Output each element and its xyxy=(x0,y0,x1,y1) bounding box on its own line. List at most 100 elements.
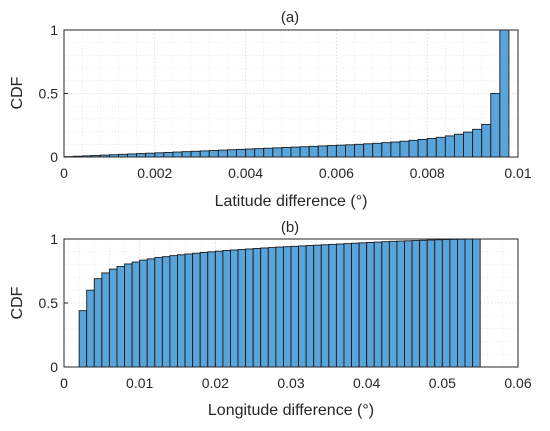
histogram-bar xyxy=(190,150,201,158)
histogram-bar xyxy=(490,93,501,158)
panel-a-bars xyxy=(63,29,510,158)
panel-b-xtick-label: 0.06 xyxy=(504,375,531,391)
histogram-bar xyxy=(199,150,210,158)
histogram-bar xyxy=(245,248,254,368)
histogram-bar xyxy=(145,152,156,158)
histogram-bar xyxy=(326,145,337,158)
histogram-bar xyxy=(230,249,239,368)
panel-a-xtick-label: 0.01 xyxy=(504,165,531,181)
histogram-bar xyxy=(116,266,125,368)
histogram-bar xyxy=(464,238,474,368)
histogram-bar xyxy=(411,240,421,368)
histogram-bar xyxy=(290,245,300,368)
histogram-bar xyxy=(358,242,368,368)
panel-a-ytick-label: 0.5 xyxy=(39,86,59,102)
histogram-bar xyxy=(298,245,307,368)
histogram-bar xyxy=(217,149,228,158)
histogram-bar xyxy=(184,253,194,368)
panel-b-xtick-label: 0.01 xyxy=(126,375,153,391)
histogram-bar xyxy=(305,245,315,368)
histogram-bar xyxy=(363,143,374,158)
panel-a-xtick-label: 0.002 xyxy=(137,165,172,181)
histogram-bar xyxy=(163,151,174,158)
histogram-bar xyxy=(404,240,413,368)
histogram-bar xyxy=(260,247,269,368)
histogram-bar xyxy=(435,136,446,158)
panel-a-title: (a) xyxy=(281,9,299,26)
histogram-bar xyxy=(388,240,398,368)
histogram-bar xyxy=(457,238,466,368)
panel-b-xtick-label: 0.05 xyxy=(429,375,456,391)
histogram-bar xyxy=(354,143,365,158)
histogram-bar xyxy=(272,147,283,158)
histogram-bar xyxy=(263,147,274,158)
histogram-bar xyxy=(154,257,163,368)
histogram-bar xyxy=(345,144,356,158)
panel-a-ytick-label: 1 xyxy=(50,22,58,38)
histogram-bar xyxy=(381,241,390,368)
histogram-bar xyxy=(335,144,346,158)
histogram-bar xyxy=(481,123,492,158)
histogram-bar xyxy=(214,250,224,368)
histogram-bar xyxy=(154,152,165,158)
histogram-bar xyxy=(181,151,192,158)
histogram-bar xyxy=(419,239,428,368)
histogram-bar xyxy=(328,243,337,368)
histogram-bar xyxy=(281,147,292,158)
histogram-bar xyxy=(252,248,262,368)
histogram-bar xyxy=(93,278,103,368)
panel-b: (b) 0 0.01 0.02 0.03 0.04 0.05 0.06 0 0.… xyxy=(9,219,532,419)
panel-b-xtick-label: 0.03 xyxy=(277,375,304,391)
panel-b-ytick-label: 0 xyxy=(50,359,58,375)
histogram-bar xyxy=(441,239,451,368)
panel-a-xtick-label: 0.006 xyxy=(319,165,354,181)
histogram-bar xyxy=(207,251,216,368)
panel-b-xtick-label: 0.04 xyxy=(353,375,380,391)
histogram-bar xyxy=(408,139,419,158)
histogram-bar xyxy=(245,148,256,158)
histogram-bar xyxy=(236,148,247,158)
histogram-bar xyxy=(124,263,133,368)
histogram-bar xyxy=(381,142,392,158)
histogram-bar xyxy=(290,146,301,158)
panel-b-ytick-label: 0.5 xyxy=(39,295,59,311)
histogram-bar xyxy=(320,244,330,368)
histogram-bar xyxy=(453,133,464,158)
histogram-bar xyxy=(299,146,310,158)
histogram-bar xyxy=(343,243,352,368)
panel-a: (a) 0 0.002 0.004 0.006 0.008 0.01 0 0.5… xyxy=(9,9,532,210)
histogram-bar xyxy=(237,249,247,368)
histogram-bar xyxy=(254,148,265,158)
histogram-bar xyxy=(463,131,474,158)
histogram-bar xyxy=(199,251,209,368)
histogram-bar xyxy=(417,139,428,158)
histogram-bar xyxy=(390,141,401,158)
histogram-bar xyxy=(373,241,383,368)
histogram-bar xyxy=(449,238,458,368)
histogram-bar xyxy=(366,242,375,368)
histogram-bar xyxy=(426,138,437,158)
histogram-bar xyxy=(317,145,328,158)
panel-b-xtick-label: 0.02 xyxy=(202,375,229,391)
histogram-bar xyxy=(172,151,183,158)
histogram-bar xyxy=(222,250,231,368)
histogram-bar xyxy=(139,259,148,368)
histogram-bar xyxy=(177,254,186,368)
panel-b-bars xyxy=(78,238,481,368)
panel-b-title: (b) xyxy=(281,219,299,236)
histogram-bar xyxy=(108,268,118,368)
histogram-bar xyxy=(208,150,219,158)
panel-a-ytick-label: 0 xyxy=(50,149,58,165)
histogram-bar xyxy=(136,153,147,158)
histogram-bar xyxy=(335,243,345,368)
histogram-bar xyxy=(161,256,171,368)
histogram-bar xyxy=(86,289,95,368)
histogram-bar xyxy=(396,240,405,368)
histogram-bar xyxy=(131,261,141,368)
histogram-bar xyxy=(267,247,277,368)
panel-a-ticks xyxy=(63,29,519,158)
panel-b-ytick-label: 1 xyxy=(50,231,58,247)
histogram-bar xyxy=(146,258,156,368)
panel-b-xtick-label: 0 xyxy=(60,375,68,391)
